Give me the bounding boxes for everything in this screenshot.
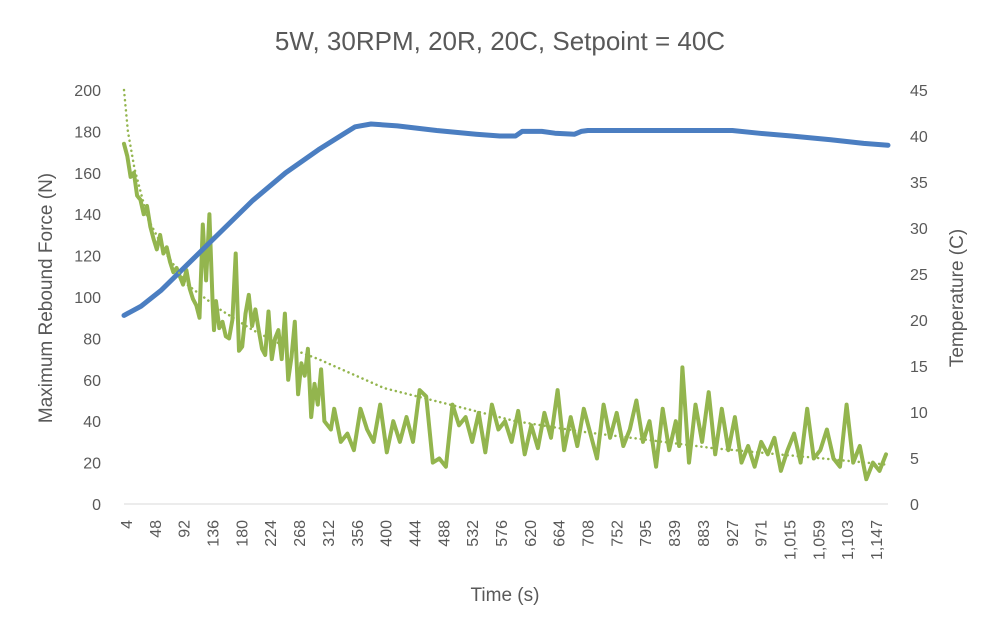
y-left-tick-label: 140 <box>74 207 101 224</box>
x-tick-label: 268 <box>292 520 309 547</box>
y-left-tick-label: 80 <box>83 331 101 348</box>
x-tick-label: 620 <box>523 520 540 547</box>
x-tick-label: 883 <box>696 520 713 547</box>
x-tick-label: 444 <box>408 520 425 547</box>
y-right-tick-label: 25 <box>910 267 928 284</box>
y-left-tick-label: 120 <box>74 249 101 266</box>
x-tick-label: 400 <box>379 520 396 547</box>
x-tick-label: 180 <box>234 520 251 547</box>
plot-area: 0 20 40 60 80 100 120 140 160 180 200 0 5 10 15 20 25 30 3… <box>74 83 928 560</box>
x-tick-label: 708 <box>581 520 598 547</box>
y-left-tick-label: 100 <box>74 290 101 307</box>
x-tick-label: 224 <box>263 520 280 547</box>
y-right-tick-label: 10 <box>910 405 928 422</box>
y-left-tick-label: 200 <box>74 83 101 100</box>
y-right-tick-label: 15 <box>910 359 928 376</box>
x-tick-label: 971 <box>754 520 771 547</box>
x-tick-label: 48 <box>148 520 165 538</box>
x-tick-label: 795 <box>638 520 655 547</box>
x-tick-label: 356 <box>350 520 367 547</box>
rebound-force-line <box>122 141 888 482</box>
x-tick-label: 488 <box>436 520 453 547</box>
y-right-tick-label: 5 <box>910 451 919 468</box>
x-axis-title: Time (s) <box>471 585 540 606</box>
force-trendline <box>122 88 890 466</box>
y-left-tick-label: 0 <box>92 497 101 514</box>
y-left-tick-label: 180 <box>74 124 101 141</box>
x-tick-label: 1,103 <box>840 520 857 560</box>
x-tick-label: 1,015 <box>783 520 800 560</box>
x-tick-label: 1,147 <box>869 520 886 560</box>
x-tick-label: 532 <box>465 520 482 547</box>
y-right-tick-label: 35 <box>910 175 928 192</box>
x-tick-label: 4 <box>119 520 136 529</box>
x-tick-label: 664 <box>552 520 569 547</box>
x-tick-label: 752 <box>609 520 626 547</box>
x-tick-label: 312 <box>321 520 338 547</box>
y-left-tick-label: 160 <box>74 166 101 183</box>
left-axis-title: Maximum Rebound Force (N) <box>36 173 57 423</box>
y-right-tick-label: 45 <box>910 83 928 100</box>
x-tick-label: 92 <box>177 520 194 538</box>
y-right-tick-label: 40 <box>910 129 928 146</box>
temperature-line <box>121 121 891 318</box>
y-left-tick-label: 20 <box>83 456 101 473</box>
y-right-tick-label: 20 <box>910 313 928 330</box>
x-tick-label: 839 <box>667 520 684 547</box>
y-right-tick-label: 30 <box>910 221 928 238</box>
y-left-tick-label: 40 <box>83 414 101 431</box>
chart-title: 5W, 30RPM, 20R, 20C, Setpoint = 40C <box>275 26 725 56</box>
x-tick-label: 1,059 <box>811 520 828 560</box>
y-left-tick-label: 60 <box>83 373 101 390</box>
right-axis-title: Temperature (C) <box>947 229 968 367</box>
x-tick-label: 136 <box>206 520 223 547</box>
x-tick-label: 927 <box>725 520 742 547</box>
x-tick-label: 576 <box>494 520 511 547</box>
y-right-tick-label: 0 <box>910 497 919 514</box>
